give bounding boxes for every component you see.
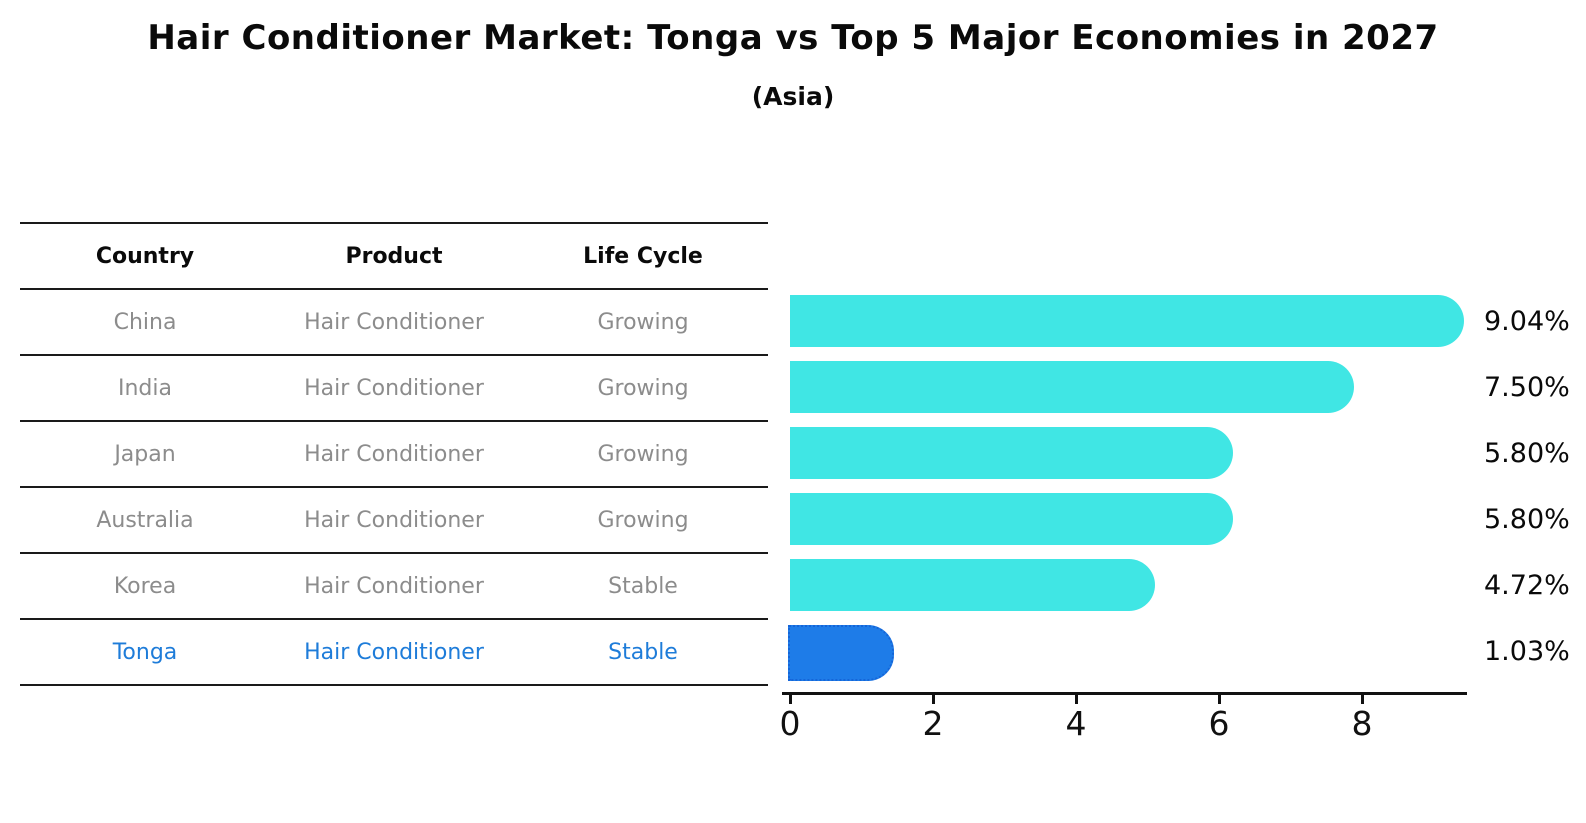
value-label-australia: 5.80% <box>1484 503 1570 535</box>
table-row-china: China Hair Conditioner Growing <box>20 288 768 354</box>
x-axis-tick-0 <box>788 695 792 704</box>
product-cell: Hair Conditioner <box>304 639 484 665</box>
life-cycle-cell: Stable <box>608 639 678 665</box>
x-axis-line <box>782 692 1467 695</box>
table-row-korea: Korea Hair Conditioner Stable <box>20 552 768 618</box>
bar-japan <box>790 427 1233 479</box>
x-axis-tick-label-6: 6 <box>1208 704 1230 743</box>
country-cell: China <box>113 309 177 335</box>
value-label-india: 7.50% <box>1484 371 1570 403</box>
product-cell: Hair Conditioner <box>304 441 484 467</box>
bar-australia <box>790 493 1233 545</box>
product-cell: Hair Conditioner <box>304 309 484 335</box>
x-axis-tick-8 <box>1360 695 1364 704</box>
x-axis-tick-label-4: 4 <box>1065 704 1087 743</box>
value-label-tonga: 1.03% <box>1484 635 1570 667</box>
bar-china <box>790 295 1464 347</box>
column-header-product: Product <box>345 243 443 269</box>
column-header-country: Country <box>95 243 195 269</box>
x-axis-tick-4 <box>1074 695 1078 704</box>
bar-korea <box>790 559 1155 611</box>
x-axis-tick-6 <box>1217 695 1221 704</box>
product-cell: Hair Conditioner <box>304 507 484 533</box>
life-cycle-cell: Growing <box>597 309 689 335</box>
life-cycle-cell: Growing <box>597 441 689 467</box>
country-cell: Tonga <box>112 639 178 665</box>
country-table: Country Product Life Cycle China Hair Con… <box>20 222 768 686</box>
table-row-india: India Hair Conditioner Growing <box>20 354 768 420</box>
table-row-japan: Japan Hair Conditioner Growing <box>20 420 768 486</box>
country-cell: Australia <box>96 507 194 533</box>
product-cell: Hair Conditioner <box>304 375 484 401</box>
country-cell: Japan <box>114 441 176 467</box>
chart-title: Hair Conditioner Market: Tonga vs Top 5 … <box>147 18 1439 58</box>
life-cycle-cell: Growing <box>597 507 689 533</box>
country-cell: Korea <box>113 573 177 599</box>
life-cycle-cell: Stable <box>608 573 678 599</box>
table-row-tonga: Tonga Hair Conditioner Stable <box>20 618 768 684</box>
x-axis-tick-label-0: 0 <box>779 704 801 743</box>
table-row-australia: Australia Hair Conditioner Growing <box>20 486 768 552</box>
bar-tonga <box>788 625 894 681</box>
table-header-row: Country Product Life Cycle <box>20 222 768 288</box>
x-axis-tick-label-8: 8 <box>1351 704 1373 743</box>
country-cell: India <box>118 375 172 401</box>
bar-india <box>790 361 1354 413</box>
value-label-china: 9.04% <box>1484 305 1570 337</box>
product-cell: Hair Conditioner <box>304 573 484 599</box>
x-axis-tick-label-2: 2 <box>922 704 944 743</box>
life-cycle-cell: Growing <box>597 375 689 401</box>
value-label-japan: 5.80% <box>1484 437 1570 469</box>
x-axis-tick-2 <box>931 695 935 704</box>
column-header-life-cycle: Life Cycle <box>583 243 703 269</box>
value-label-korea: 4.72% <box>1484 569 1570 601</box>
chart-subtitle: (Asia) <box>751 82 835 111</box>
